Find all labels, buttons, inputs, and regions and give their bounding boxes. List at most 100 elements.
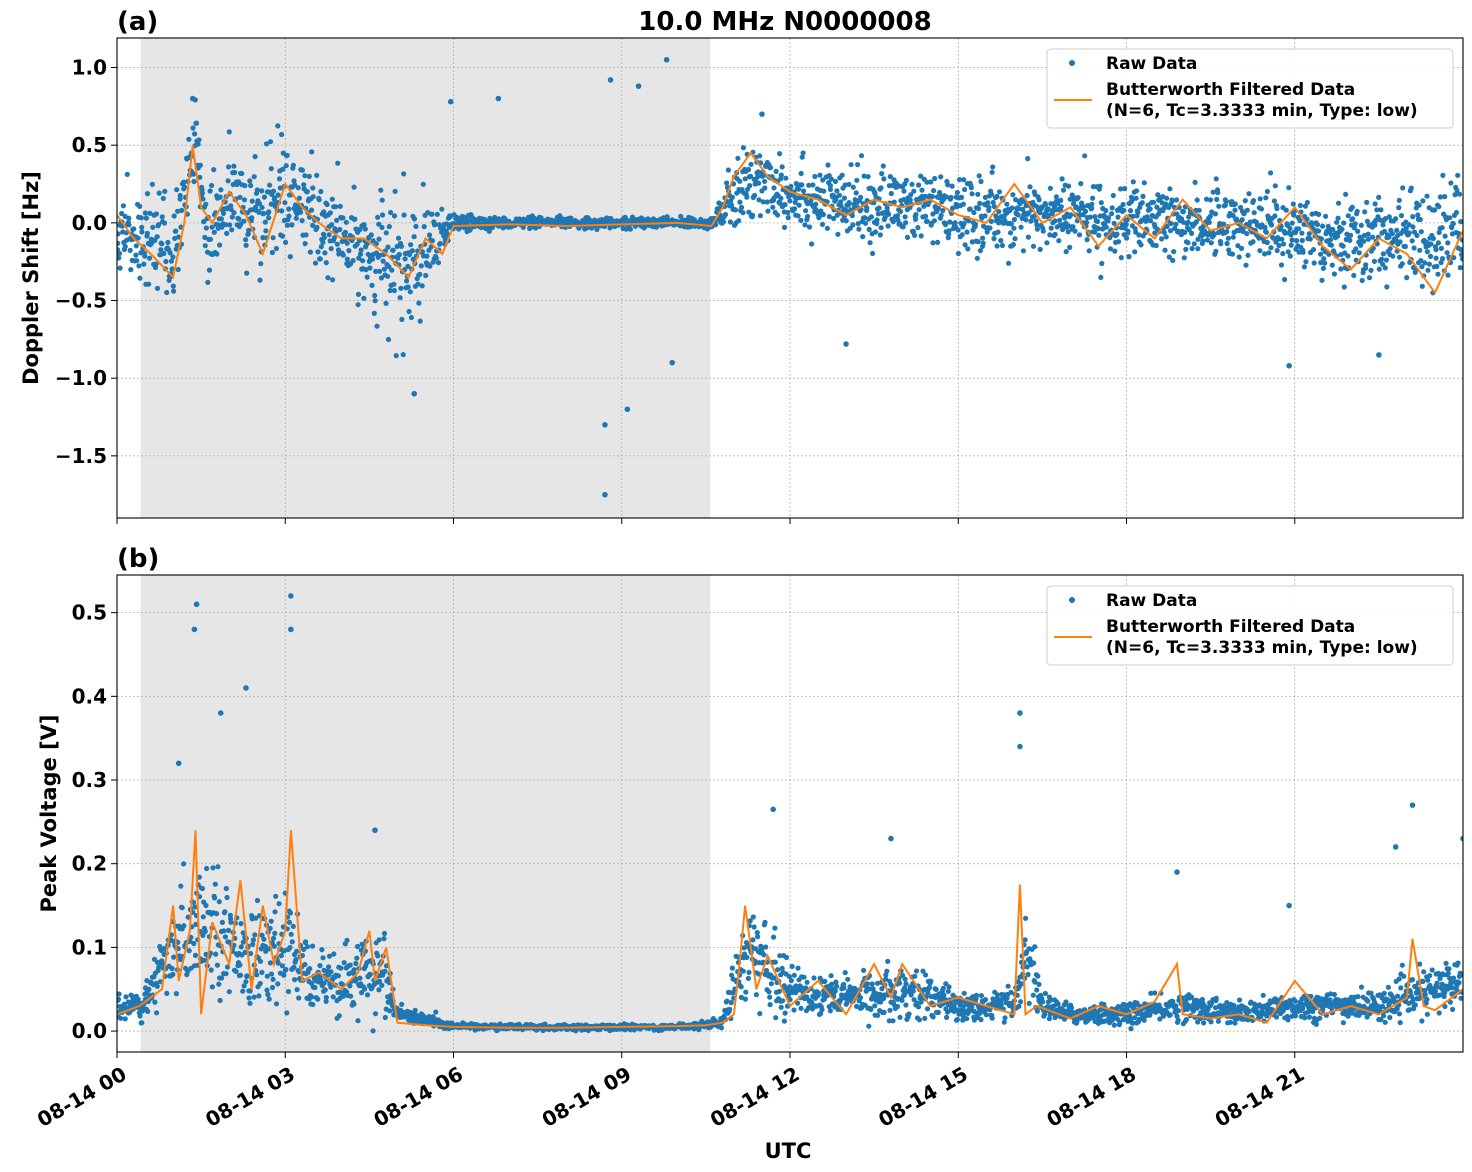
raw-data-point: [217, 242, 223, 248]
raw-data-point: [391, 213, 398, 219]
raw-data-point: [137, 275, 143, 281]
raw-data-point: [748, 173, 754, 179]
raw-data-point: [1430, 235, 1436, 242]
raw-data-point: [923, 972, 929, 978]
raw-data-point: [1322, 260, 1328, 266]
raw-data-point: [922, 1015, 928, 1022]
raw-data-point: [1127, 208, 1134, 214]
raw-data-point: [1307, 236, 1313, 242]
raw-data-point: [978, 1017, 984, 1023]
raw-data-point: [998, 237, 1004, 244]
raw-data-point: [796, 186, 802, 192]
raw-data-point: [771, 185, 777, 191]
raw-data-point: [1048, 225, 1054, 231]
raw-data-point: [389, 267, 395, 273]
raw-data-point: [865, 174, 871, 180]
raw-data-point: [918, 233, 924, 239]
raw-data-point: [287, 254, 293, 260]
raw-data-point: [1386, 234, 1392, 240]
raw-data-point: [1095, 226, 1102, 232]
raw-data-point: [407, 252, 413, 258]
raw-data-point: [788, 978, 795, 984]
raw-data-point: [1171, 249, 1177, 255]
raw-data-point: [904, 234, 911, 240]
raw-data-point: [1040, 999, 1046, 1005]
raw-data-point: [1314, 222, 1321, 228]
raw-data-point: [962, 186, 968, 193]
raw-data-point: [961, 1003, 967, 1009]
raw-data-point: [1319, 277, 1325, 283]
raw-data-point: [906, 1011, 912, 1017]
raw-data-point: [1315, 228, 1322, 234]
raw-data-point: [1020, 248, 1026, 254]
raw-data-point: [881, 1009, 887, 1016]
raw-data-point: [923, 213, 929, 219]
raw-data-point: [1378, 207, 1384, 213]
raw-data-point: [875, 211, 882, 217]
raw-data-point: [376, 978, 383, 984]
raw-data-point: [369, 282, 375, 288]
raw-data-point: [792, 206, 798, 212]
raw-data-point: [931, 188, 937, 194]
raw-data-point: [410, 256, 416, 262]
raw-data-point: [1067, 244, 1073, 250]
raw-data-point: [120, 203, 126, 209]
raw-outlier-point: [1376, 352, 1382, 358]
raw-data-point: [641, 217, 647, 223]
raw-data-point: [262, 943, 268, 950]
raw-data-point: [962, 242, 968, 248]
raw-data-point: [720, 219, 727, 225]
raw-data-point: [231, 210, 237, 216]
raw-data-point: [1289, 237, 1295, 243]
raw-data-point: [1170, 257, 1176, 263]
raw-data-point: [243, 237, 249, 243]
raw-data-point: [321, 209, 327, 215]
raw-data-point: [220, 210, 227, 216]
raw-data-point: [214, 911, 220, 917]
raw-data-point: [1409, 238, 1415, 244]
raw-data-point: [897, 208, 904, 215]
raw-data-point: [853, 190, 859, 196]
raw-data-point: [199, 190, 205, 196]
raw-data-point: [289, 222, 295, 228]
raw-data-point: [1025, 156, 1031, 162]
raw-data-point: [1282, 276, 1288, 283]
raw-data-point: [1170, 998, 1176, 1005]
raw-data-point: [292, 977, 298, 983]
raw-data-point: [248, 950, 254, 957]
raw-data-point: [259, 188, 265, 194]
raw-data-point: [302, 241, 308, 247]
raw-data-point: [1063, 249, 1069, 255]
raw-data-point: [1297, 202, 1303, 209]
raw-data-point: [433, 255, 439, 261]
raw-data-point: [752, 192, 758, 199]
raw-data-point: [1362, 209, 1368, 215]
raw-data-point: [1361, 238, 1367, 244]
raw-data-point: [1347, 237, 1353, 243]
raw-data-point: [739, 204, 745, 210]
raw-data-point: [181, 179, 187, 185]
raw-data-point: [1382, 265, 1388, 271]
raw-data-point: [820, 177, 826, 183]
raw-data-point: [834, 983, 840, 989]
raw-data-point: [344, 937, 350, 944]
raw-outlier-point: [759, 111, 765, 117]
raw-data-point: [270, 188, 277, 194]
raw-data-point: [1434, 263, 1440, 269]
raw-data-point: [1086, 248, 1092, 254]
raw-data-point: [211, 229, 217, 235]
raw-data-point: [1318, 251, 1324, 257]
raw-data-point: [1411, 245, 1417, 251]
raw-data-point: [1070, 224, 1076, 230]
raw-data-point: [200, 932, 206, 939]
raw-data-point: [785, 215, 791, 221]
raw-data-point: [929, 193, 935, 200]
raw-data-point: [1055, 201, 1061, 207]
raw-data-point: [270, 235, 276, 241]
raw-data-point: [993, 213, 999, 219]
raw-data-point: [299, 218, 305, 224]
raw-data-point: [1376, 194, 1382, 200]
raw-data-point: [1334, 219, 1340, 225]
raw-data-point: [342, 229, 348, 235]
raw-data-point: [1212, 211, 1218, 217]
